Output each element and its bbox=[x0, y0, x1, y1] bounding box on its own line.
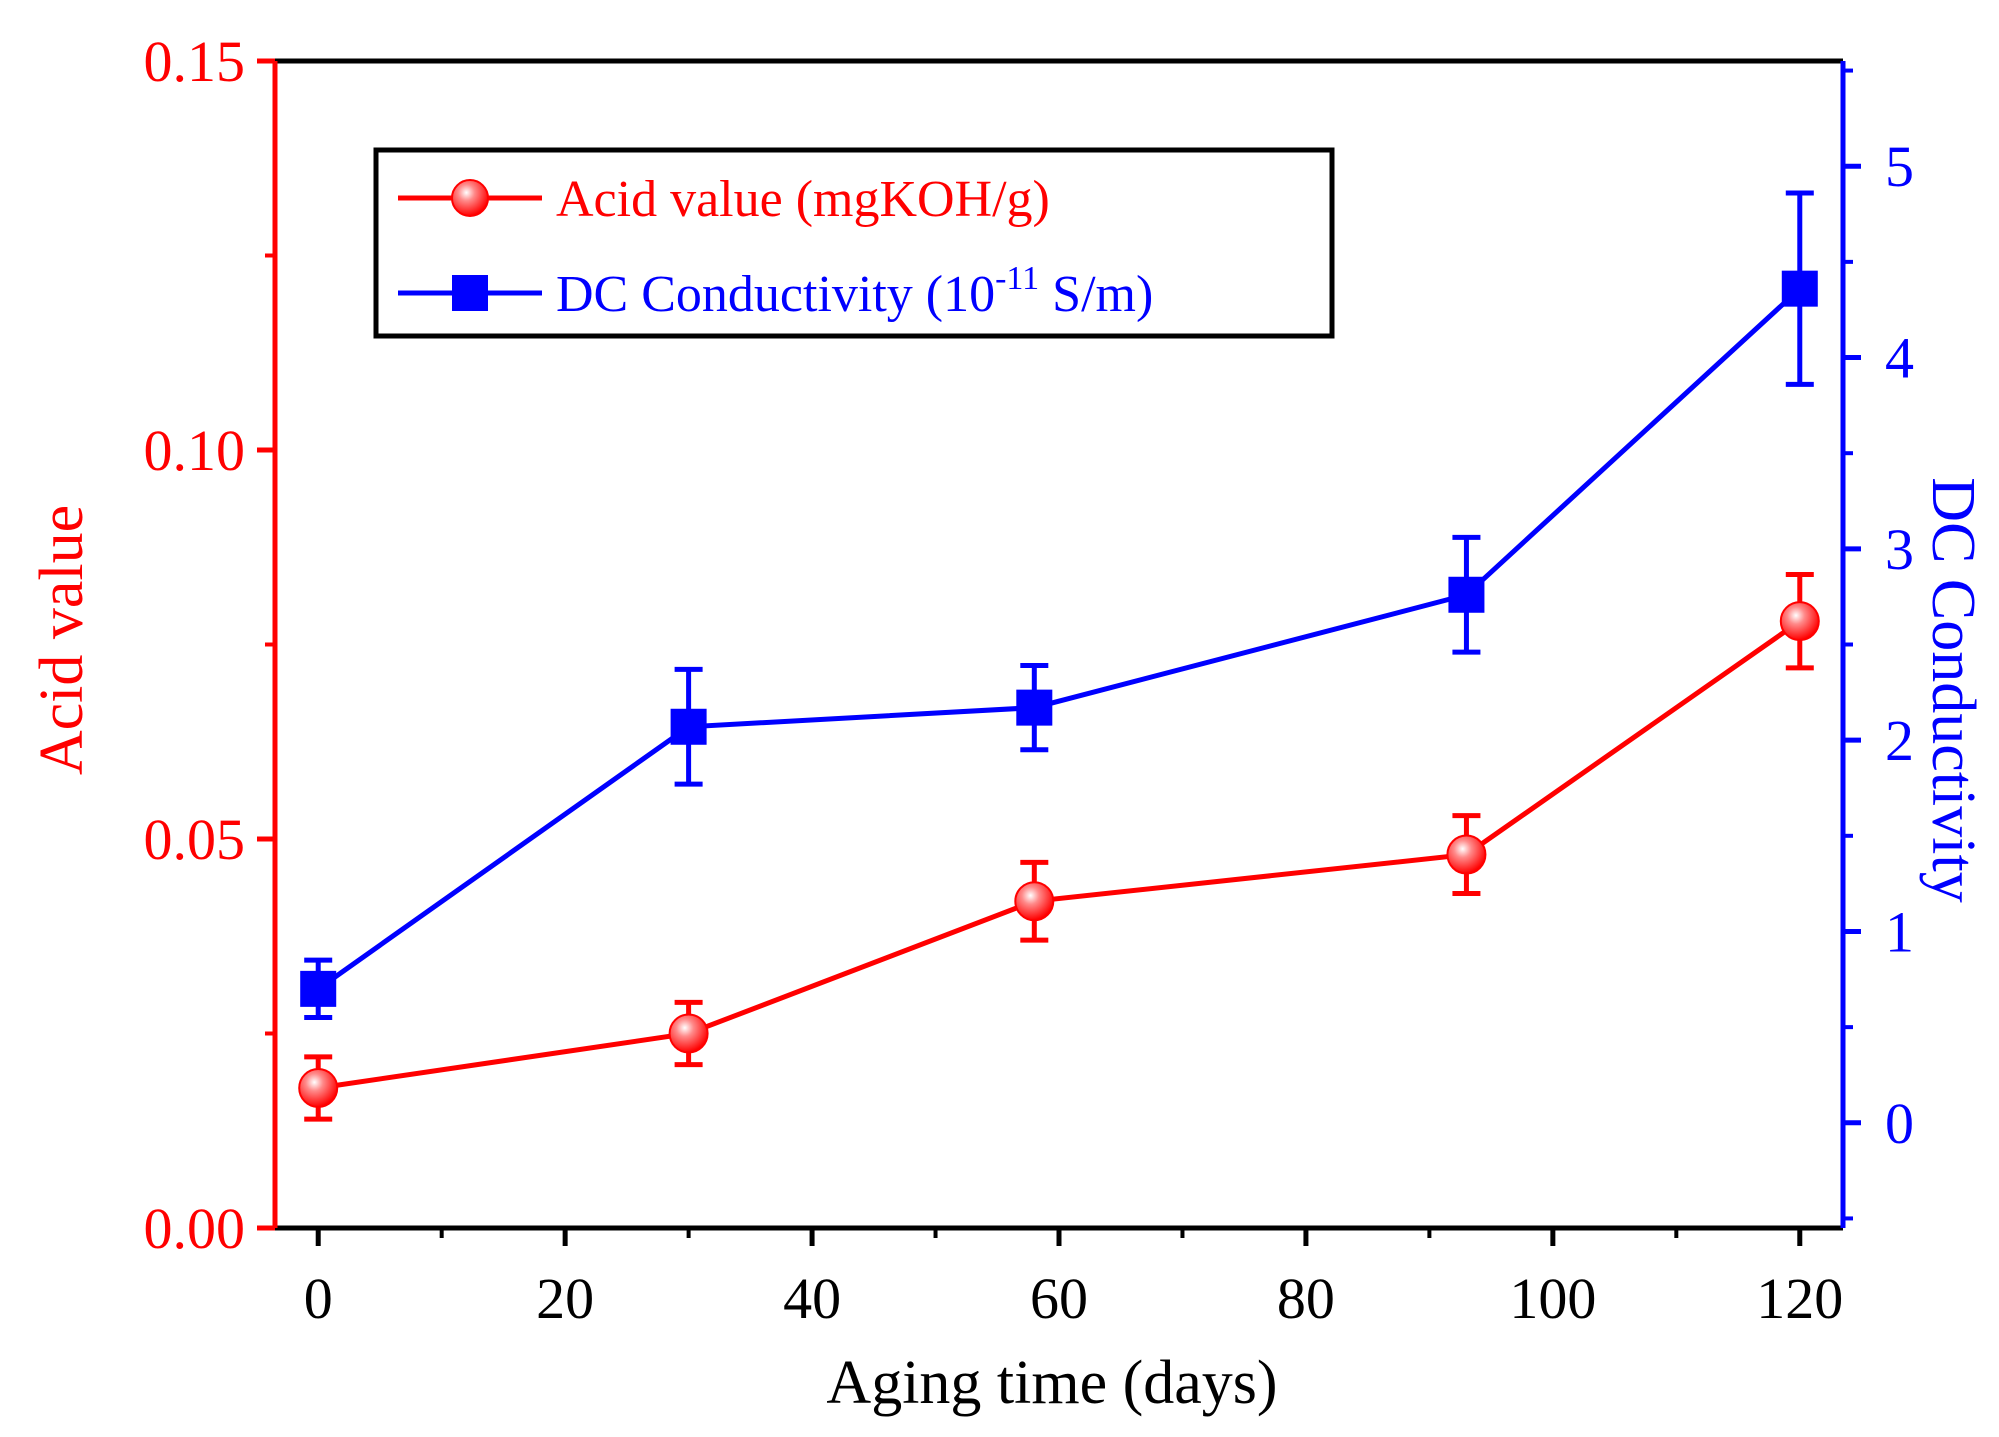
right-axis-title: DC Conductivity bbox=[1919, 477, 1987, 902]
y-right-tick-label: 4 bbox=[1885, 326, 1914, 391]
legend-conductivity-label: DC Conductivity (10-11 S/m) bbox=[556, 260, 1153, 323]
data-point-acid bbox=[668, 1013, 709, 1054]
legend: Acid value (mgKOH/g) DC Conductivity (10… bbox=[373, 147, 1335, 339]
y-right-tick-label: 5 bbox=[1885, 134, 1914, 199]
legend-box bbox=[373, 147, 1335, 339]
data-point-conductivity bbox=[1016, 689, 1053, 726]
x-tick-label: 0 bbox=[304, 1266, 333, 1331]
series-line-acid bbox=[317, 619, 1802, 1091]
y-right-tick-label: 1 bbox=[1885, 899, 1914, 964]
data-point-conductivity bbox=[670, 708, 707, 745]
data-point-conductivity bbox=[1448, 576, 1485, 613]
data-point-acid bbox=[1779, 601, 1820, 642]
data-point-conductivity bbox=[300, 970, 337, 1007]
legend-conductivity-label-prefix: DC Conductivity (10 bbox=[556, 266, 995, 323]
x-tick-label: 40 bbox=[783, 1266, 841, 1331]
y-right-tick-label: 2 bbox=[1885, 708, 1914, 773]
data-point-acid bbox=[1014, 881, 1055, 922]
x-tick-label: 20 bbox=[536, 1266, 594, 1331]
data-point-conductivity bbox=[1781, 270, 1818, 307]
x-tick-label: 120 bbox=[1756, 1266, 1843, 1331]
left-axis-title: Acid value bbox=[28, 505, 96, 775]
legend-acid-marker bbox=[451, 179, 489, 217]
legend-acid-label: Acid value (mgKOH/g) bbox=[556, 171, 1050, 228]
y-left-tick-label: 0.05 bbox=[144, 807, 246, 872]
y-left-tick-label: 0.15 bbox=[144, 29, 246, 94]
y-left-tick-label: 0.00 bbox=[144, 1196, 246, 1261]
y-right-tick-label: 3 bbox=[1885, 517, 1914, 582]
x-tick-label: 60 bbox=[1030, 1266, 1088, 1331]
legend-conductivity-label-superscript: -11 bbox=[995, 260, 1039, 297]
x-axis-title: Aging time (days) bbox=[826, 1349, 1277, 1417]
data-point-acid bbox=[1446, 834, 1487, 875]
x-tick-label: 80 bbox=[1277, 1266, 1335, 1331]
data-point-acid bbox=[298, 1067, 339, 1108]
y-right-tick-label: 0 bbox=[1885, 1091, 1914, 1156]
series-line-conductivity bbox=[316, 286, 1802, 991]
legend-conductivity-label-suffix: S/m) bbox=[1039, 266, 1153, 323]
x-tick-label: 100 bbox=[1509, 1266, 1596, 1331]
legend-conductivity-marker bbox=[452, 275, 488, 311]
y-left-tick-label: 0.10 bbox=[144, 418, 246, 483]
